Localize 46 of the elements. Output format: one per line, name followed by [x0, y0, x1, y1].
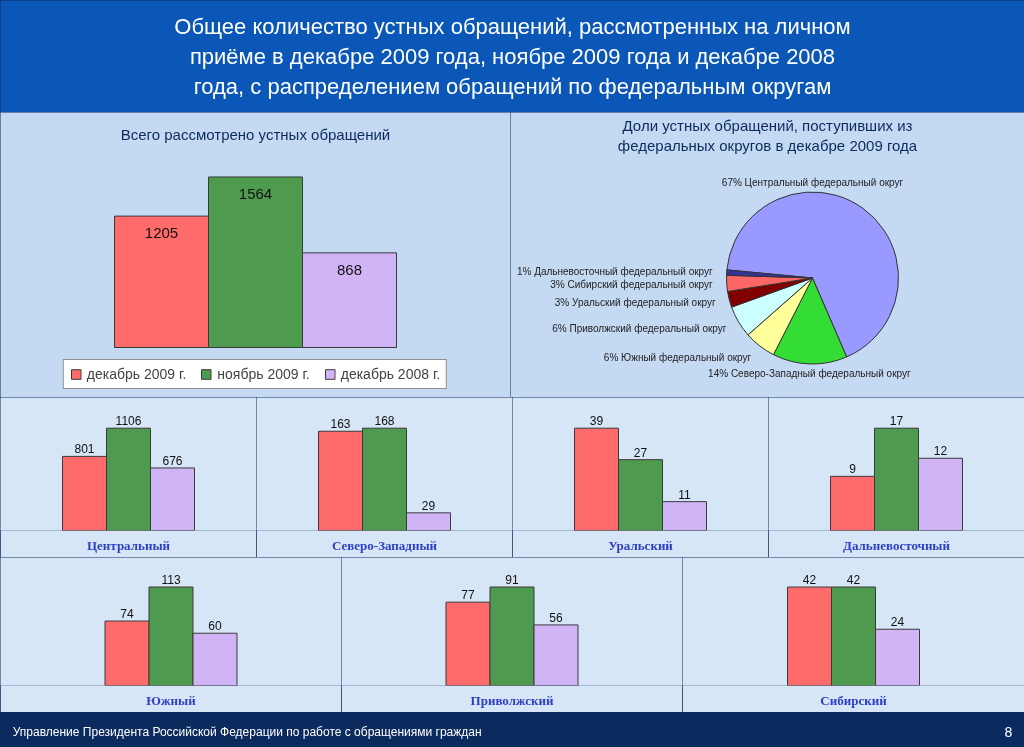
data-label: 676 — [162, 453, 183, 468]
slice-label: 67% Центральный федеральный округ — [721, 177, 904, 188]
slice-label: 6% Южный федеральный округ — [603, 351, 752, 363]
text: 8 — [1004, 723, 1013, 740]
slice-label: 3% Сибирский федеральный округ — [550, 278, 714, 290]
text: Дальневосточный — [842, 537, 951, 553]
data-label: 42 — [846, 573, 861, 588]
legend-label: ноябрь 2009 г. — [217, 366, 310, 382]
slice-label: 1% Дальневосточный федеральный округ — [516, 266, 714, 278]
text: Управление Президента Российской Федерации по работе с обращениями граждан — [12, 724, 482, 739]
data-label: 163 — [330, 417, 351, 432]
data-label: 39 — [589, 414, 604, 429]
data-label: 168 — [374, 414, 395, 429]
text: Центральный — [86, 537, 171, 553]
text: Общее количество устных обращений, рассмотренных на личном приёме в декабре 2009 года, ноябре 2009 года и декабре 2008 года, с распределением обращений по федеральным округам — [174, 14, 851, 99]
data-label: 11 — [678, 487, 692, 502]
data-label: 77 — [461, 588, 475, 603]
data-label: 1205 — [144, 224, 179, 242]
data-label: 29 — [421, 498, 436, 513]
data-label: 801 — [74, 442, 95, 457]
data-label: 1564 — [238, 184, 273, 202]
data-label: 17 — [889, 414, 904, 429]
data-label: 9 — [849, 462, 857, 477]
chart-title: Всего рассмотрено устных обращений — [120, 126, 391, 143]
data-label: 24 — [890, 615, 905, 630]
legend-label: декабрь 2008 г. — [340, 366, 441, 382]
data-label: 868 — [336, 260, 363, 278]
text: Южный — [146, 692, 197, 708]
data-label: 27 — [633, 445, 648, 460]
data-label: 74 — [120, 607, 134, 622]
data-label: 42 — [802, 573, 817, 588]
text: Северо-Западный — [331, 537, 438, 553]
slice-label: 14% Северо-Западный федеральный округ — [708, 368, 911, 379]
data-label: 1106 — [115, 414, 142, 429]
slice-label: 6% Приволжский федеральный округ — [552, 323, 727, 335]
data-label: 60 — [208, 619, 222, 634]
text: Сибирский — [820, 692, 888, 708]
data-label: 56 — [549, 610, 563, 625]
text: Приволжский — [470, 692, 554, 708]
slice-label: 3% Уральский федеральный округ — [554, 297, 716, 309]
data-label: 91 — [505, 573, 519, 588]
text: Уральский — [608, 537, 674, 553]
legend-label: декабрь 2009 г. — [86, 366, 187, 382]
chart-title: Доли устных обращений, поступивших из федеральных округов в декабре 2009 года — [617, 116, 918, 155]
data-label: 12 — [933, 444, 948, 459]
data-label: 113 — [161, 573, 181, 588]
